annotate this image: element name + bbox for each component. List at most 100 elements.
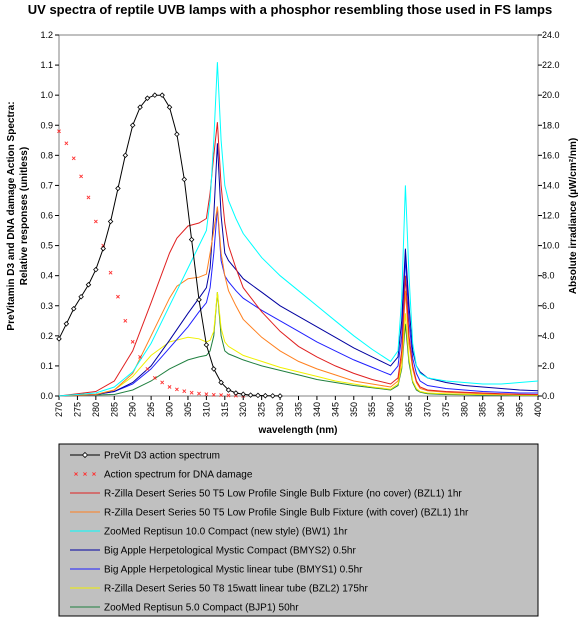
series-0-point [100,245,106,252]
series-1-point [57,129,61,134]
series-0-point [78,293,84,300]
x-tick-label: 345 [330,402,340,417]
y-left-axis-label-line2: Relative responses (unitless) [19,147,30,285]
y-left-tick-label: 0.5 [40,241,53,251]
legend-marker [83,472,87,476]
legend-label: Action spectrum for DNA damage [104,470,253,481]
x-axis: 270 275 280 285 290 295 300 305 310 315 320 325 330 3… [54,396,543,417]
legend-item: ZooMed Reptisun 5.0 Compact (BJP1) 50hr [70,603,299,614]
y-right-tick-label: 12.0 [542,211,560,221]
x-tick-label: 320 [238,402,248,417]
series-1-point [189,390,194,395]
x-tick-label: 375 [441,402,451,417]
series-0-point [166,104,173,110]
y-left-axis-label-line1: PreVitamin D3 and DNA damage Action Spec… [6,101,17,330]
series-1-point [93,219,98,224]
series-0-point [137,104,143,110]
x-tick-label: 270 [54,402,64,417]
y-left-tick-label: 0.9 [40,120,53,130]
series-1-point [211,392,216,397]
legend-label: R-Zilla Desert Series 50 T5 Low Profile … [104,508,469,519]
chart-title: UV spectra of reptile UVB lamps with a p… [28,2,552,17]
series-1-point [138,354,142,359]
series-0-point [262,392,269,399]
series-0-point [188,236,195,243]
series-0-point [225,387,232,393]
y-left-tick-label: 0.6 [40,211,53,221]
legend-label: PreVit D3 action spectrum [104,451,220,462]
y-right-tick-label: 10.0 [542,241,560,251]
x-tick-label: 355 [367,402,377,417]
series-1-point [79,174,84,179]
x-tick-label: 295 [146,402,156,417]
y-left-axis-label: PreVitamin D3 and DNA damage Action Spec… [6,101,30,330]
series-6-line [58,207,538,397]
series-0-point [196,296,202,303]
y-right-tick-label: 16.0 [542,150,560,160]
series-1-point [71,156,76,161]
series-0-point [181,176,188,183]
y-right-tick-label: 4.0 [542,331,555,341]
legend-marker [74,472,78,476]
y-left-tick-label: 0.0 [40,391,53,401]
y-left-tick-label: 0.1 [40,361,53,371]
legend-item: R-Zilla Desert Series 50 T5 Low Profile … [70,489,462,500]
y-right-tick-label: 18.0 [542,120,560,130]
y-right-tick-label: 6.0 [542,301,555,311]
series-0-point [115,185,121,192]
x-tick-label: 285 [109,402,119,417]
legend [58,443,539,617]
y-left-tick-label: 0.2 [40,331,53,341]
y-left-tick-label: 1.2 [40,30,53,40]
x-tick-label: 350 [349,402,359,417]
series-4-line [58,62,539,397]
series-1-point [123,318,128,323]
x-tick-label: 290 [128,402,138,417]
x-tick-label: 395 [515,402,525,417]
x-tick-label: 380 [459,402,469,417]
y-left-tick-label: 0.4 [40,271,53,281]
y-left-tick-label: 1.0 [40,90,53,100]
legend-label: R-Zilla Desert Series 50 T5 Low Profile … [104,489,462,500]
series-1-point [197,391,201,396]
series-1-point [182,389,187,394]
x-tick-label: 280 [91,402,101,417]
series-1-point [145,367,150,371]
legend-item: ZooMed Reptisun 10.0 Compact (new style)… [70,527,348,538]
y-right-tick-label: 2.0 [542,361,555,371]
x-tick-label: 275 [72,402,82,417]
x-tick-label: 330 [275,402,285,417]
y-right-tick-label: 22.0 [542,60,560,70]
x-tick-label: 360 [386,402,396,417]
series-0-point [233,390,239,396]
series-0-point [255,392,261,399]
series-0-point [85,281,92,288]
series-2-line [58,122,539,397]
legend-label: ZooMed Reptisun 10.0 Compact (new style)… [104,527,348,538]
series-0-point [144,95,151,101]
series-0-point [63,321,70,327]
series-0-point [107,218,114,225]
legend-item: Big Apple Herpetological Mystic linear t… [70,565,363,576]
legend-item: Big Apple Herpetological Mystic Compact … [70,546,356,557]
y-right-axis: 0.0 2.0 4.0 6.0 8.0 10.0 12.0 14.0 16.0 18.0 20.0 2… [538,30,560,401]
series-3-line [58,206,539,397]
series-1-point [174,387,179,392]
legend-label: R-Zilla Desert Series 50 T8 15watt linea… [104,584,368,595]
series-8-line [58,292,539,397]
series-1-point [108,270,113,275]
y-right-axis-label: Absolute irradiance (µW/cm²/nm) [568,138,579,294]
series-1-point [167,385,172,389]
y-right-tick-label: 24.0 [542,30,560,40]
legend-item: Action spectrum for DNA damage [74,470,253,481]
legend-label: Big Apple Herpetological Mystic Compact … [104,546,356,557]
series-0-point [247,392,254,398]
series-0-point [203,342,210,348]
series-0-point [122,152,129,159]
series-0-point [269,393,276,399]
series-1-point [204,392,209,397]
y-right-axis-label-group: Absolute irradiance (µW/cm²/nm) [568,138,579,294]
series-1-point [130,339,135,344]
series-0-point [277,393,283,399]
